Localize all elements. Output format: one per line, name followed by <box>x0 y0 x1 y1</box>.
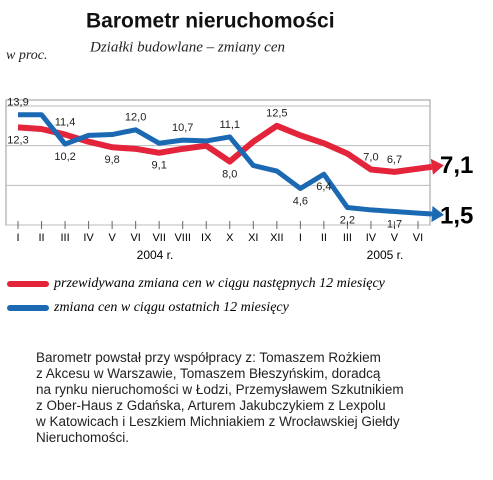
x-tick-label: IV <box>83 232 94 244</box>
data-label: 10,7 <box>172 122 193 134</box>
footnote-line: Barometr powstał przy współpracy z: Toma… <box>36 350 381 365</box>
footnote-line: Nieruchomości. <box>36 430 130 445</box>
x-tick-label: V <box>391 232 399 244</box>
x-tick-label: I <box>16 232 19 244</box>
y-axis-label: w proc. <box>6 48 47 63</box>
x-tick-label: III <box>60 232 69 244</box>
year-label: 2005 r. <box>367 248 404 262</box>
data-label: 12,0 <box>125 112 146 124</box>
x-tick-label: VIII <box>174 232 191 244</box>
x-tick-label: I <box>299 232 302 244</box>
year-label: 2004 r. <box>137 248 174 262</box>
footnote: Barometr powstał przy współpracy z: Toma… <box>36 350 486 446</box>
data-label: 9,1 <box>152 160 167 172</box>
x-tick-label: XI <box>248 232 258 244</box>
end-label: 7,1 <box>440 152 473 179</box>
x-tick-label: X <box>226 232 234 244</box>
footnote-line: w Katowicach i Leszkiem Michniakiem z Wr… <box>36 414 400 429</box>
data-label: 9,8 <box>104 154 119 166</box>
x-tick-label: VII <box>152 232 165 244</box>
x-tick-label: IX <box>201 232 212 244</box>
data-label: 2,2 <box>340 214 355 226</box>
chart-subtitle: Działki budowlane – zmiany cen <box>89 39 285 55</box>
data-label: 6,4 <box>316 181 331 193</box>
series-line <box>17 122 433 175</box>
series-line <box>18 112 433 217</box>
x-tick-label: XII <box>270 232 283 244</box>
chart: Barometr nieruchomości Działki budowlane… <box>5 10 473 315</box>
x-tick-label: VI <box>130 232 140 244</box>
legend-label: zmiana cen w ciągu ostatnich 12 miesięcy <box>53 300 290 315</box>
footnote-line: z Ober-Haus z Gdańska, Arturem Jakubczyk… <box>36 398 386 413</box>
data-label: 11,1 <box>219 119 240 131</box>
data-label: 13,9 <box>7 97 28 109</box>
data-label: 7,0 <box>363 151 378 163</box>
end-label: 1,5 <box>440 202 473 229</box>
x-tick-label: V <box>108 232 116 244</box>
data-label: 1,7 <box>387 218 402 230</box>
legend-label: przewidywana zmiana cen w ciągu następny… <box>53 276 386 291</box>
data-label: 12,3 <box>7 134 28 146</box>
data-label: 8,0 <box>222 168 237 180</box>
data-label: 12,5 <box>266 108 287 120</box>
footnote-line: z Akcesu w Warszawie, Tomaszem Błeszyńsk… <box>36 366 381 381</box>
x-tick-label: II <box>38 232 44 244</box>
x-tick-label: VI <box>413 232 423 244</box>
data-label: 4,6 <box>293 195 308 207</box>
data-label: 10,2 <box>54 151 75 163</box>
x-tick-label: III <box>343 232 352 244</box>
x-tick-label: IV <box>366 232 377 244</box>
arrow-head <box>431 206 444 223</box>
arrow-head <box>430 158 444 175</box>
data-label: 6,7 <box>387 154 402 166</box>
x-tick-label: II <box>321 232 327 244</box>
data-label: 11,4 <box>55 116 76 128</box>
footnote-line: na rynku nieruchomości w Łodzi, Przemysł… <box>36 382 404 397</box>
chart-title: Barometr nieruchomości <box>86 10 335 33</box>
